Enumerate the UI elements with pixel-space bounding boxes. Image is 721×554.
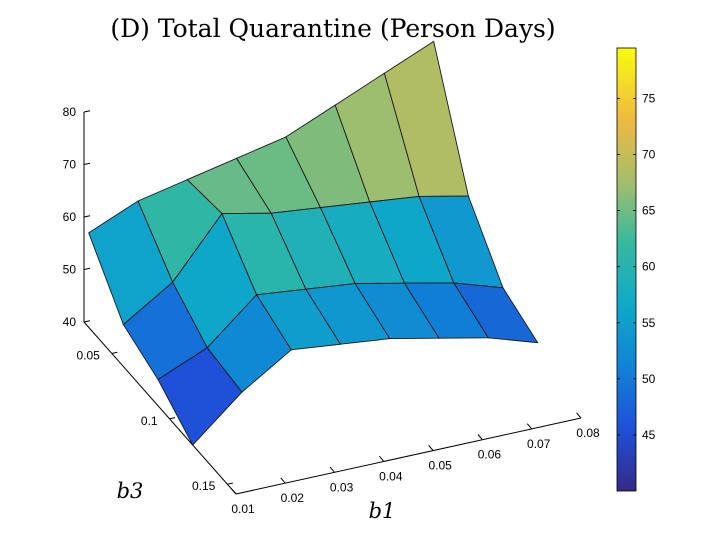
z-tick-label: 80 xyxy=(63,105,77,119)
y-tick-mark xyxy=(227,482,233,485)
x-tick-label: 0.04 xyxy=(379,469,403,483)
z-tick-mark xyxy=(83,215,91,218)
x-tick-label: 0.03 xyxy=(330,480,354,494)
z-tick-mark xyxy=(83,320,91,323)
x-tick-mark xyxy=(477,434,483,441)
y-axis-line xyxy=(83,321,237,495)
z-tick-mark xyxy=(83,267,91,270)
colorbar-gradient xyxy=(616,47,637,492)
y-axis-label: b3 xyxy=(117,479,144,503)
y-ticks: 0.05 0.1 0.15 xyxy=(76,348,233,493)
x-tick-label: 0.08 xyxy=(576,426,600,440)
x-axis-line xyxy=(235,417,582,495)
colorbar-tick-label: 75 xyxy=(642,91,656,105)
z-tick-label: 40 xyxy=(63,315,77,329)
x-tick-label: 0.01 xyxy=(231,502,255,516)
x-tick-label: 0.05 xyxy=(428,459,452,473)
z-tick-label: 60 xyxy=(63,210,77,224)
x-ticks: 0.01 0.02 0.03 0.04 0.05 0.06 0.07 0.08 xyxy=(231,412,600,516)
x-tick-mark xyxy=(428,445,434,451)
x-tick-label: 0.07 xyxy=(527,437,551,451)
y-tick-label: 0.15 xyxy=(192,479,216,493)
y-tick-label: 0.05 xyxy=(76,348,100,362)
colorbar-ticks: 45 50 55 60 65 70 75 xyxy=(617,91,656,442)
colorbar-tick-label: 55 xyxy=(642,316,656,330)
x-tick-mark xyxy=(576,412,582,419)
y-tick-mark xyxy=(169,417,176,420)
x-axis-label: b1 xyxy=(369,499,396,523)
colorbar-tick-label: 70 xyxy=(642,148,656,162)
x-tick-mark xyxy=(526,423,533,430)
surface xyxy=(88,40,539,446)
x-tick-mark xyxy=(378,455,385,462)
chart-title: (D) Total Quarantine (Person Days) xyxy=(110,14,555,43)
z-ticks: 40 50 60 70 80 xyxy=(63,105,91,329)
z-tick-label: 70 xyxy=(63,158,77,172)
colorbar-tick-label: 50 xyxy=(642,372,656,386)
x-tick-label: 0.06 xyxy=(478,448,502,462)
x-tick-mark xyxy=(280,477,286,484)
y-tick-label: 0.1 xyxy=(141,414,158,428)
z-tick-label: 50 xyxy=(63,263,77,277)
colorbar-tick-label: 60 xyxy=(642,260,656,274)
z-tick-mark xyxy=(83,162,91,165)
x-tick-label: 0.02 xyxy=(281,491,305,505)
colorbar: 45 50 55 60 65 70 75 xyxy=(616,47,656,492)
surface-face xyxy=(452,282,539,344)
z-tick-mark xyxy=(83,110,91,113)
x-tick-mark xyxy=(231,488,237,495)
colorbar-tick-label: 65 xyxy=(642,204,656,218)
colorbar-tick-label: 45 xyxy=(642,428,656,442)
x-tick-mark xyxy=(329,466,335,473)
y-tick-mark xyxy=(111,351,118,354)
